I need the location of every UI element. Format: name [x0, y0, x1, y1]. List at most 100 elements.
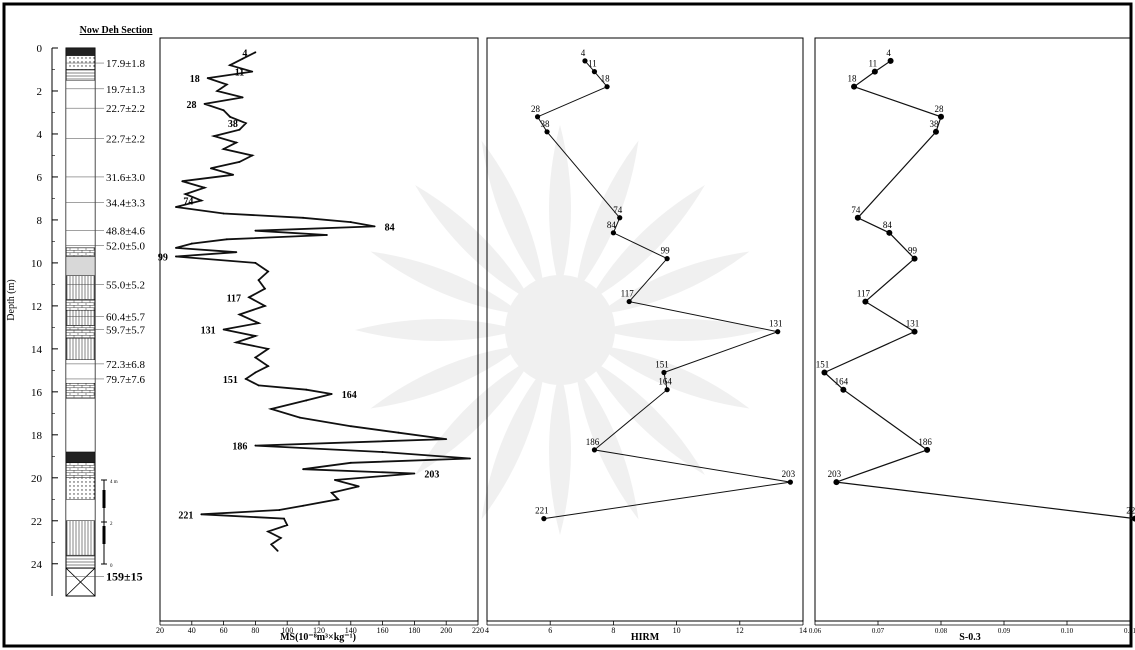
data-point: [1132, 515, 1135, 522]
x-tick-label: 0.06: [809, 627, 822, 635]
sample-label: 131: [906, 319, 920, 329]
sample-label: 18: [190, 74, 200, 85]
data-point: [626, 298, 632, 305]
stratigraphic-column: [65, 47, 96, 597]
sample-label: 11: [869, 59, 878, 69]
sample-label: 28: [935, 104, 945, 114]
series-line: [823, 60, 1135, 520]
data-point: [591, 447, 598, 453]
sample-label: 203: [782, 469, 796, 479]
data-point: [373, 225, 376, 228]
data-point: [349, 461, 352, 464]
data-point: [181, 180, 184, 183]
x-tick-label: 4: [485, 626, 489, 635]
sample-label: 84: [883, 220, 893, 230]
panel-hirm-frame: [486, 37, 804, 622]
data-point: [251, 70, 254, 73]
column-layer: [65, 325, 96, 339]
data-point: [302, 468, 304, 471]
data-point: [270, 408, 273, 410]
age-label: 22.7±2.2: [106, 103, 145, 115]
sample-label: 99: [661, 246, 671, 256]
sample-label: 38: [228, 119, 238, 130]
data-point: [267, 530, 270, 533]
x-tick-label: 140: [345, 626, 357, 635]
scale-bar-label: 4 m: [110, 480, 118, 485]
watermark-petal: [370, 251, 524, 315]
data-point: [190, 242, 193, 245]
hirm-panel: 4 6 8 10 12 144111828387484991171311511641862…: [485, 37, 807, 635]
depth-tick-label: 18: [31, 430, 43, 442]
watermark-petal: [355, 319, 520, 341]
age-label: 31.6±3.0: [106, 172, 146, 184]
data-point: [887, 57, 894, 64]
x-tick-label: 10: [673, 626, 681, 635]
data-point: [267, 270, 270, 273]
column-layer: [65, 247, 96, 257]
x-tick-label: 12: [736, 626, 744, 635]
age-label: 55.0±5.2: [106, 279, 145, 291]
sample-label: 4: [886, 48, 891, 58]
sample-label: 74: [613, 205, 623, 215]
data-point: [254, 371, 257, 374]
column-layer: [65, 359, 96, 384]
sample-label: 221: [1126, 506, 1135, 516]
data-point: [267, 347, 270, 350]
data-point: [357, 485, 360, 488]
data-point: [286, 524, 289, 526]
depth-tick-label: 24: [31, 559, 43, 571]
scale-bar-segment: [102, 490, 106, 508]
age-label: 52.0±5.0: [106, 241, 146, 253]
x-tick-label: 14: [799, 626, 807, 635]
x-tick-label: 0.08: [935, 627, 948, 635]
depth-tick-label: 20: [31, 473, 43, 485]
sample-label: 164: [835, 377, 849, 387]
data-point: [222, 109, 225, 112]
data-point: [349, 425, 352, 428]
data-point: [397, 431, 400, 434]
watermark-petal: [596, 345, 750, 409]
data-point: [932, 128, 939, 135]
data-point: [279, 537, 282, 539]
data-point: [229, 64, 231, 67]
data-point: [862, 298, 869, 305]
sample-label: 4: [581, 48, 586, 58]
age-label: 79.7±7.6: [106, 374, 146, 386]
data-point: [238, 313, 241, 316]
sample-label: 38: [929, 119, 939, 129]
sample-label: 117: [857, 289, 871, 299]
sample-label: 151: [816, 360, 830, 370]
sample-label: 84: [385, 222, 395, 233]
scale-bar: 4 m 2 0: [101, 479, 118, 569]
depth-tick-label: 2: [37, 86, 43, 98]
watermark-petal: [575, 366, 639, 520]
column-layer: [65, 55, 96, 70]
data-point: [264, 287, 266, 290]
data-point: [445, 438, 448, 441]
data-point: [278, 509, 281, 511]
watermark-petal: [549, 125, 571, 290]
age-label: 22.7±2.2: [106, 133, 145, 145]
x-tick-label: 160: [377, 626, 389, 635]
sample-label: 28: [531, 104, 541, 114]
sample-label: 186: [232, 442, 247, 453]
column-layer: [65, 554, 96, 569]
x-tick-label: 0.09: [998, 627, 1011, 635]
sample-label: 221: [178, 510, 193, 521]
watermark-petal: [481, 140, 545, 294]
depth-tick-label: 4: [37, 129, 43, 141]
data-point: [270, 543, 273, 546]
age-label: 60.4±5.7: [106, 312, 146, 324]
sample-label: 203: [424, 470, 439, 481]
data-point: [184, 193, 187, 196]
data-point: [248, 296, 250, 299]
section-title: Now Deh Section: [80, 25, 153, 36]
depth-tick-label: 16: [31, 387, 43, 399]
data-point: [604, 84, 610, 90]
data-point: [251, 154, 254, 157]
data-point: [175, 246, 177, 249]
depth-axis-label: Depth (m): [6, 279, 17, 320]
data-point: [541, 516, 547, 522]
